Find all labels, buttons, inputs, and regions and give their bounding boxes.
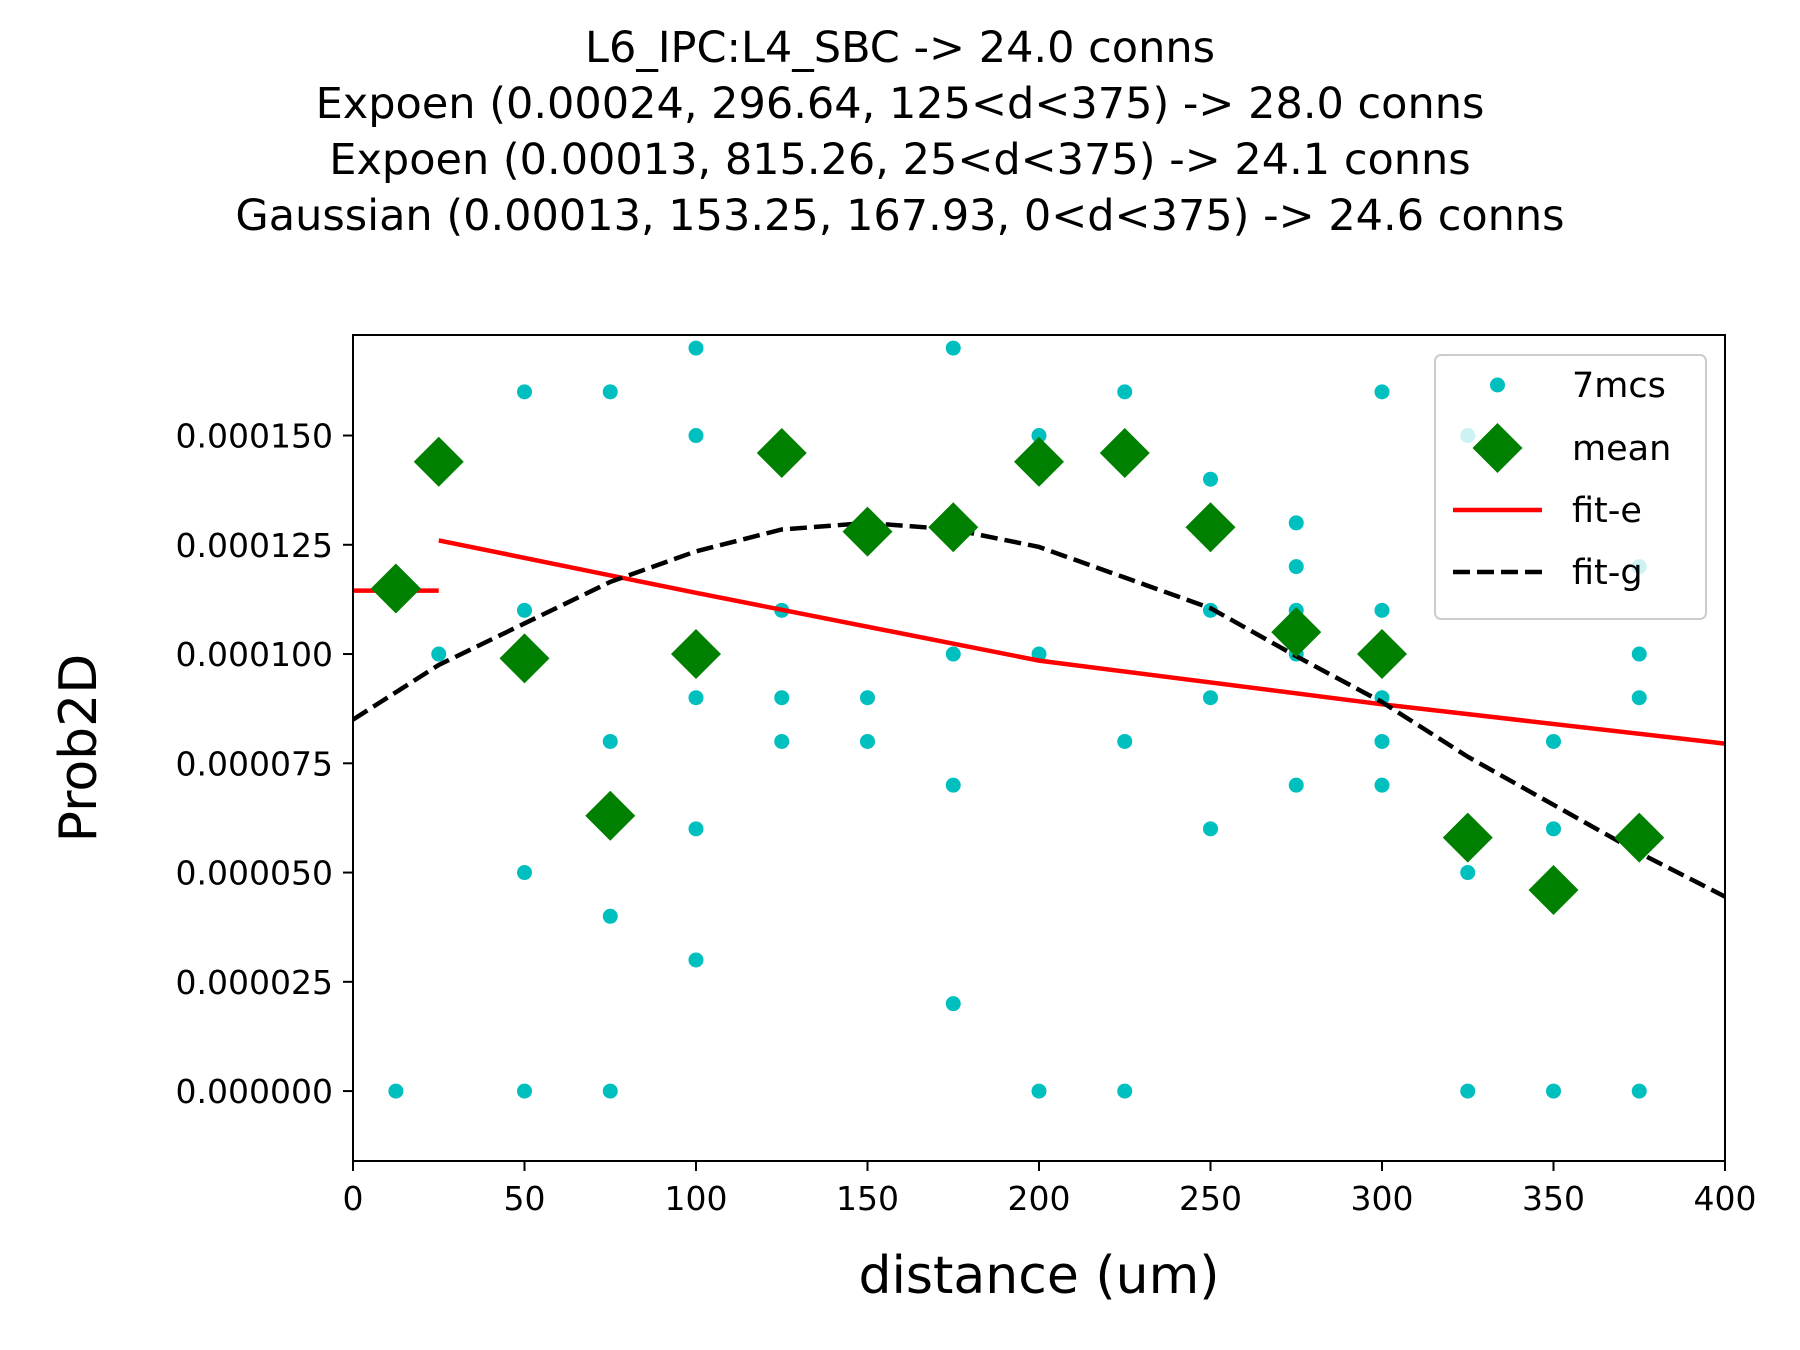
- point-mean: [1528, 865, 1579, 916]
- point-7mcs: [1288, 515, 1304, 531]
- point-7mcs: [945, 646, 961, 662]
- point-mean: [756, 428, 807, 478]
- point-7mcs: [1631, 690, 1647, 706]
- x-tick-label: 50: [504, 1179, 546, 1218]
- legend-label: mean: [1572, 429, 1671, 469]
- y-axis: 0.000000 0.000025 0.000050 0.000075 0.000100…: [176, 417, 353, 1111]
- y-tick-label: 0.000000: [176, 1072, 333, 1111]
- point-7mcs: [1546, 1083, 1561, 1099]
- x-tick-label: 250: [1179, 1179, 1242, 1218]
- point-7mcs: [1117, 733, 1133, 749]
- point-mean: [1357, 629, 1407, 680]
- point-mean: [499, 633, 550, 684]
- point-7mcs: [945, 996, 961, 1012]
- point-7mcs: [1374, 733, 1390, 749]
- point-7mcs: [1117, 1083, 1133, 1099]
- point-7mcs: [1203, 690, 1218, 706]
- y-tick-label: 0.000075: [176, 744, 333, 783]
- title-line-2: Expoen (0.00024, 296.64, 125<d<375) -> 2…: [316, 79, 1485, 129]
- title-line-4: Gaussian (0.00013, 153.25, 167.93, 0<d<3…: [235, 191, 1564, 241]
- point-7mcs: [1288, 559, 1304, 575]
- point-mean: [1442, 812, 1493, 863]
- point-mean: [413, 436, 464, 487]
- point-mean: [1014, 436, 1064, 487]
- point-mean: [671, 629, 721, 680]
- x-tick-label: 150: [836, 1179, 899, 1218]
- x-tick-label: 100: [665, 1179, 728, 1218]
- point-mean: [1099, 428, 1150, 478]
- x-axis-label: distance (um): [858, 1246, 1219, 1306]
- point-7mcs: [1031, 428, 1047, 444]
- point-7mcs: [602, 733, 618, 749]
- y-tick-label: 0.000100: [176, 635, 333, 674]
- point-7mcs: [388, 1083, 404, 1099]
- point-7mcs: [860, 733, 875, 749]
- point-7mcs: [774, 733, 790, 749]
- point-mean: [1271, 607, 1322, 658]
- point-7mcs: [1288, 777, 1304, 793]
- y-tick-label: 0.000025: [176, 963, 333, 1002]
- point-7mcs: [602, 384, 618, 400]
- chart-title: L6_IPC:L4_SBC -> 24.0 conns Expoen (0.00…: [235, 23, 1564, 241]
- x-tick-label: 200: [1008, 1179, 1071, 1218]
- fit-e-line: [438, 538, 1726, 746]
- y-tick-label: 0.000050: [176, 854, 333, 893]
- x-tick-label: 0: [343, 1179, 364, 1218]
- point-7mcs: [688, 340, 704, 356]
- legend-handle-7mcs: [1490, 377, 1505, 393]
- point-7mcs: [774, 690, 790, 706]
- point-7mcs: [688, 821, 704, 837]
- y-tick-label: 0.000150: [176, 417, 333, 456]
- plot-frame: [352, 334, 1726, 1162]
- legend-label: fit-g: [1572, 553, 1643, 593]
- point-7mcs: [517, 384, 532, 400]
- point-7mcs: [1374, 602, 1390, 618]
- point-mean: [1614, 812, 1665, 863]
- point-mean: [842, 506, 893, 557]
- title-line-3: Expoen (0.00013, 815.26, 25<d<375) -> 24…: [329, 135, 1470, 185]
- point-mean: [928, 502, 979, 553]
- point-7mcs: [1631, 646, 1647, 662]
- point-7mcs: [1546, 733, 1561, 749]
- point-7mcs: [945, 777, 961, 793]
- point-7mcs: [688, 952, 704, 968]
- title-line-1: L6_IPC:L4_SBC -> 24.0 conns: [585, 23, 1215, 73]
- point-7mcs: [1117, 384, 1133, 400]
- y-axis-label: Prob2D: [49, 654, 109, 843]
- point-7mcs: [1374, 384, 1390, 400]
- point-7mcs: [517, 1083, 532, 1099]
- point-7mcs: [1631, 1083, 1647, 1099]
- point-7mcs: [1546, 821, 1561, 837]
- point-7mcs: [1374, 777, 1390, 793]
- legend-handle-mean: [1472, 423, 1523, 473]
- point-7mcs: [945, 340, 961, 356]
- point-7mcs: [431, 646, 447, 662]
- x-tick-label: 350: [1522, 1179, 1585, 1218]
- fit-g-line: [351, 520, 1727, 899]
- point-7mcs: [517, 602, 532, 618]
- legend-label: fit-e: [1572, 491, 1642, 531]
- legend: 7mcs mean fit-e fit-g: [1434, 354, 1707, 620]
- point-7mcs: [688, 428, 704, 444]
- point-7mcs: [1031, 1083, 1047, 1099]
- point-mean: [585, 790, 636, 841]
- point-7mcs: [1460, 1083, 1476, 1099]
- legend-box: [1434, 354, 1707, 620]
- point-7mcs: [688, 690, 704, 706]
- point-7mcs: [602, 1083, 618, 1099]
- x-axis: 0 50 100 150 200 250 300 350 400: [343, 1161, 1757, 1218]
- point-7mcs: [860, 690, 875, 706]
- x-tick-label: 300: [1351, 1179, 1414, 1218]
- x-tick-label: 400: [1694, 1179, 1757, 1218]
- point-7mcs: [517, 865, 532, 881]
- point-7mcs: [602, 908, 618, 924]
- point-mean: [1185, 502, 1236, 553]
- point-mean: [370, 563, 421, 614]
- point-7mcs: [1203, 821, 1218, 837]
- point-7mcs: [1460, 865, 1476, 881]
- point-7mcs: [1203, 471, 1218, 487]
- legend-label: 7mcs: [1572, 366, 1666, 406]
- y-tick-label: 0.000125: [176, 526, 333, 565]
